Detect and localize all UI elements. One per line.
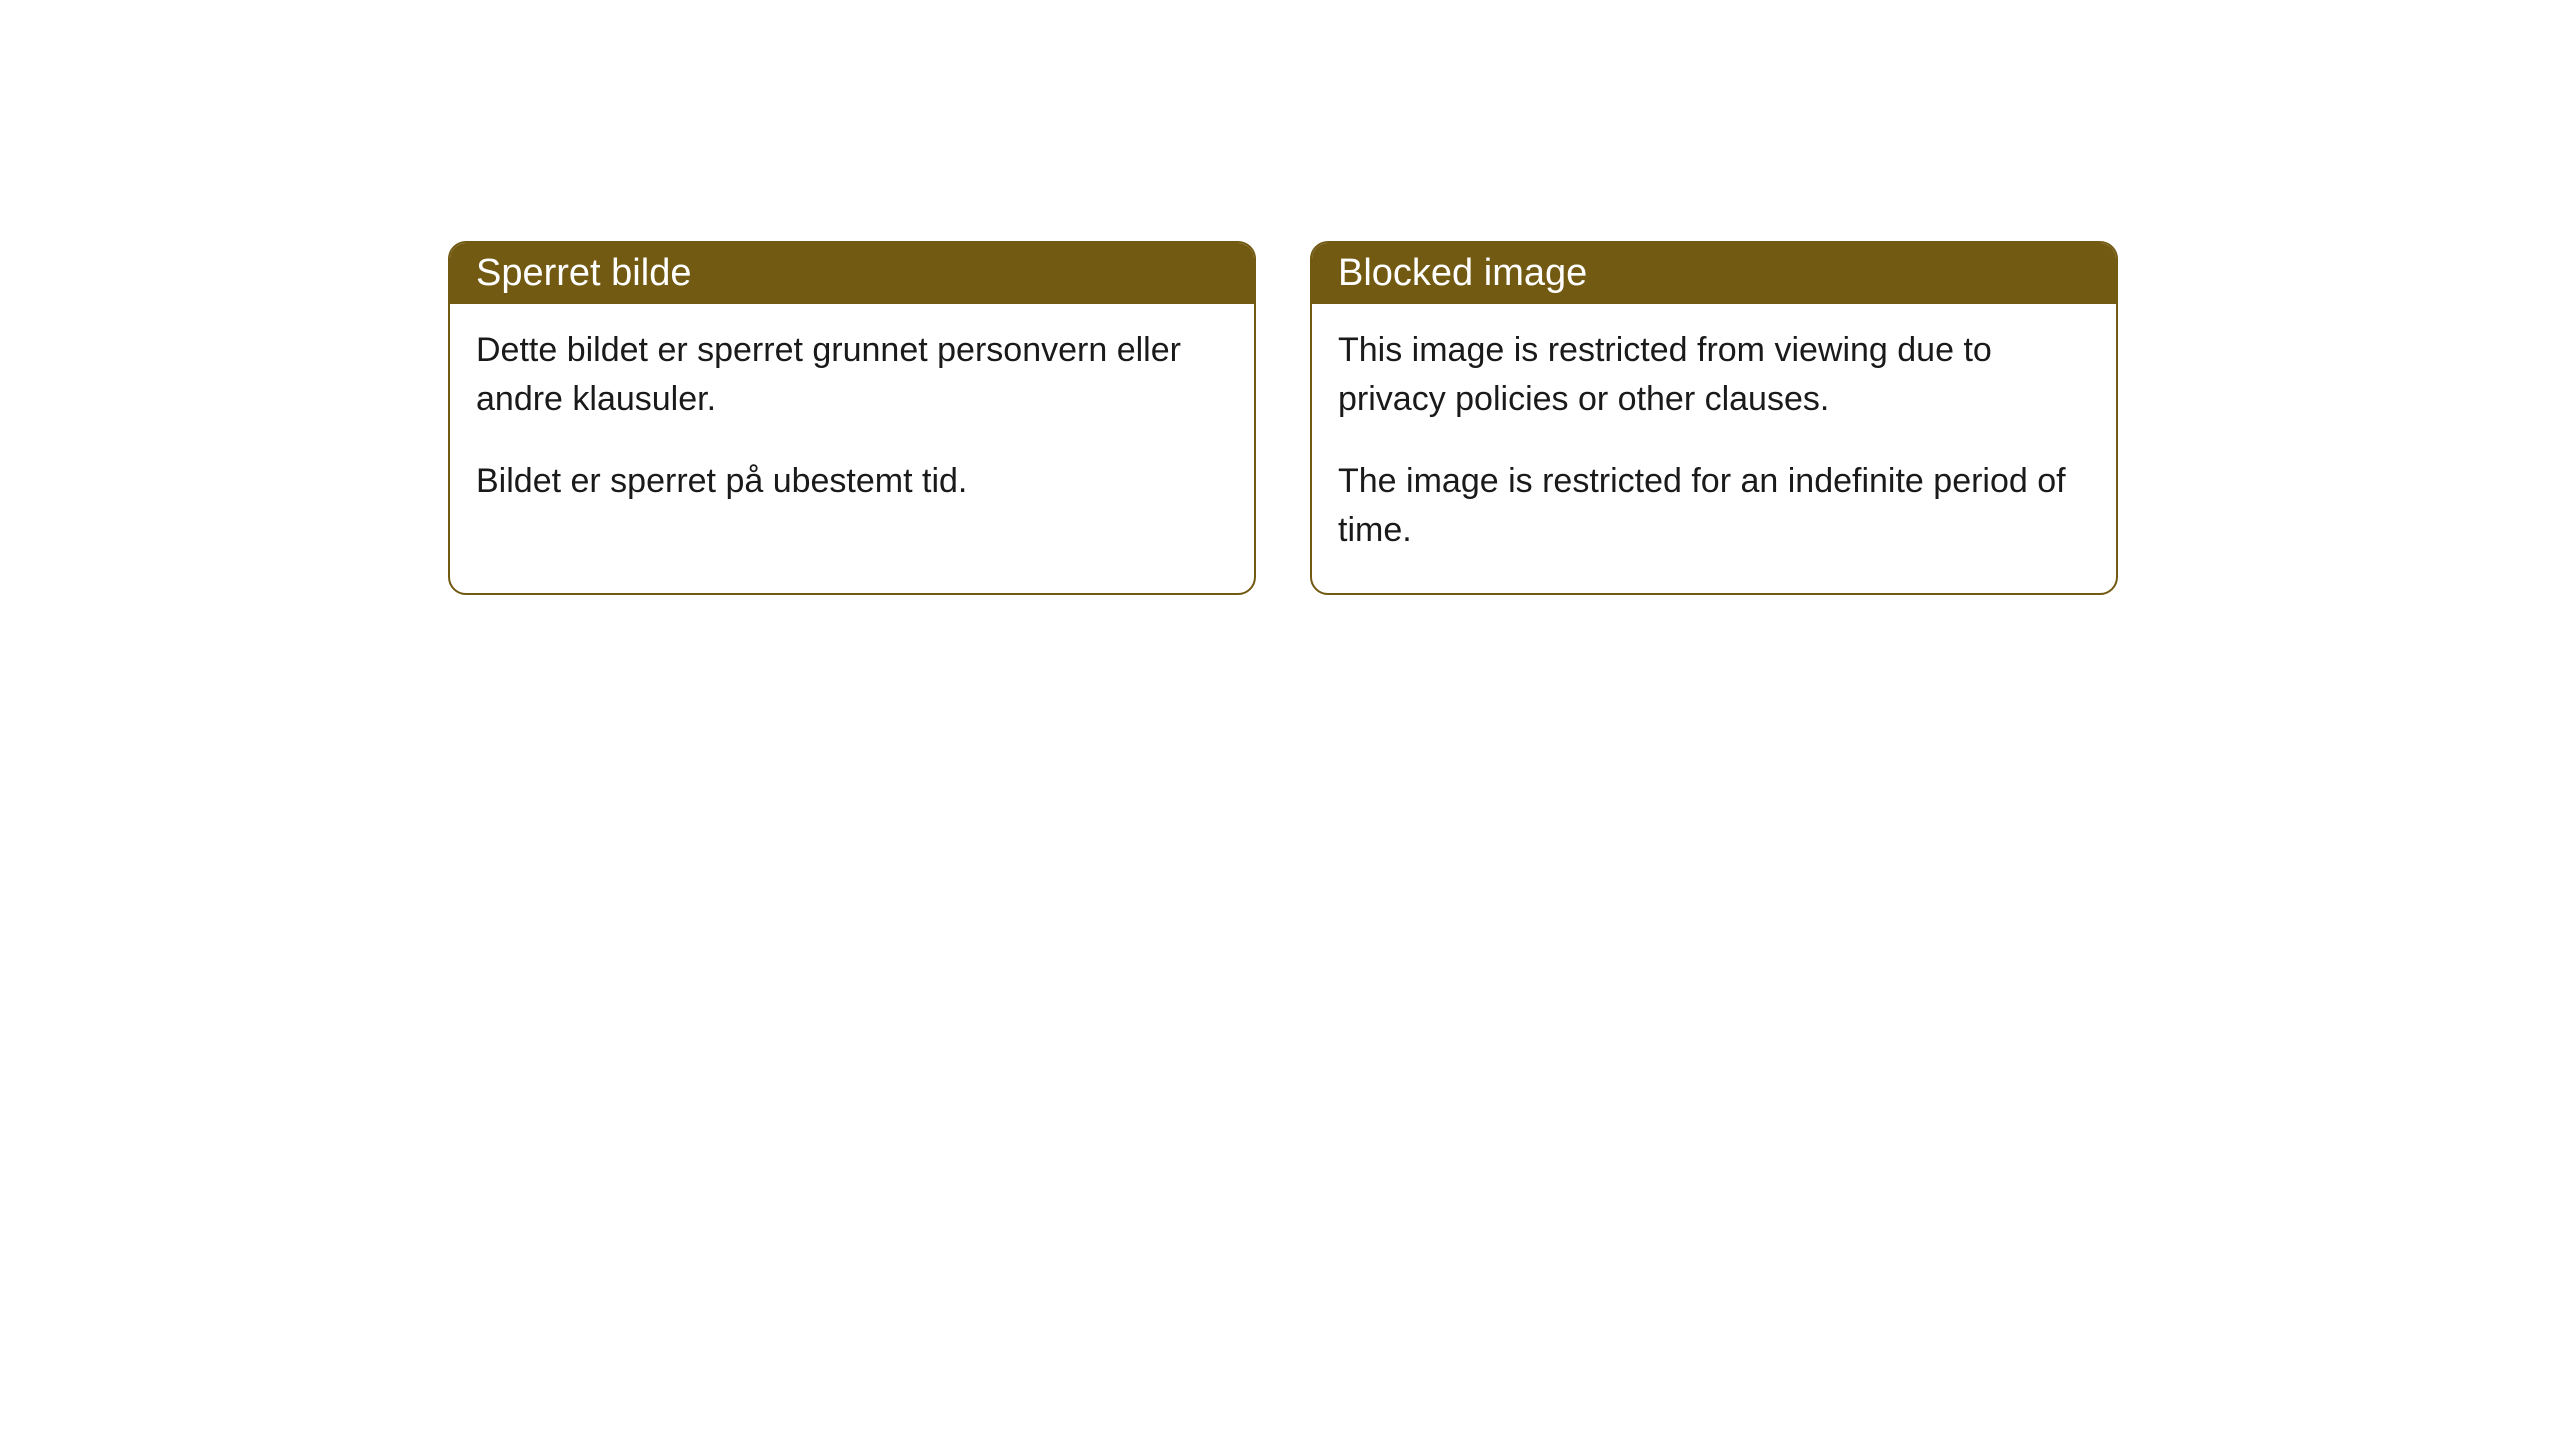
- card-body-english: This image is restricted from viewing du…: [1312, 304, 2116, 593]
- blocked-image-card-norwegian: Sperret bilde Dette bildet er sperret gr…: [448, 241, 1256, 595]
- notice-cards-container: Sperret bilde Dette bildet er sperret gr…: [448, 241, 2118, 595]
- blocked-image-card-english: Blocked image This image is restricted f…: [1310, 241, 2118, 595]
- card-paragraph-2-norwegian: Bildet er sperret på ubestemt tid.: [476, 457, 1228, 506]
- card-paragraph-1-norwegian: Dette bildet er sperret grunnet personve…: [476, 326, 1228, 425]
- card-paragraph-1-english: This image is restricted from viewing du…: [1338, 326, 2090, 425]
- card-body-norwegian: Dette bildet er sperret grunnet personve…: [450, 304, 1254, 544]
- card-paragraph-2-english: The image is restricted for an indefinit…: [1338, 457, 2090, 556]
- card-title-english: Blocked image: [1312, 243, 2116, 304]
- card-title-norwegian: Sperret bilde: [450, 243, 1254, 304]
